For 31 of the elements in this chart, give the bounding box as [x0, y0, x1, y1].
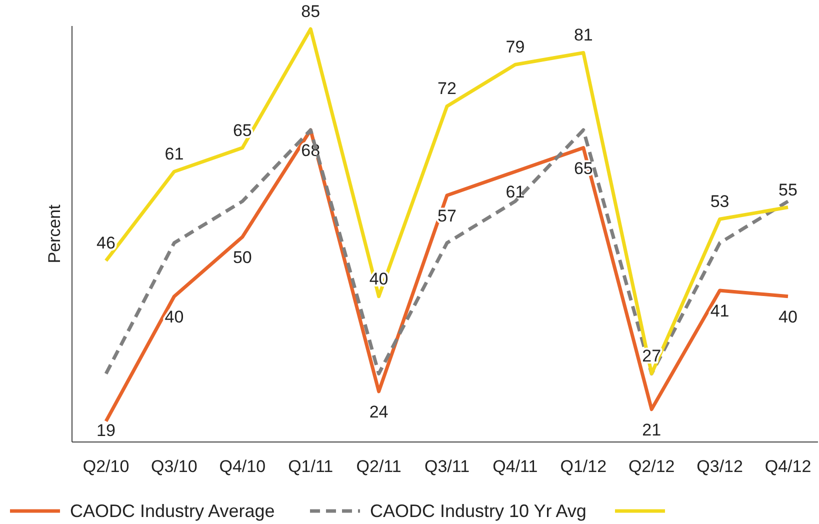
data-label: 41	[710, 301, 730, 320]
data-label: 24	[369, 402, 388, 422]
x-tick-label: Q2/12	[628, 457, 675, 476]
data-label: 40	[778, 307, 798, 326]
data-label: 19	[96, 421, 116, 440]
y-axis-title: Percent	[45, 204, 64, 264]
legend-label: CAODC Industry Average	[70, 501, 275, 521]
data-label: 50	[232, 248, 252, 267]
x-tick-label: Q2/11	[356, 457, 402, 476]
data-label: 65	[232, 120, 252, 140]
data-label: 79	[506, 38, 525, 57]
x-tick-label: Q4/11	[492, 457, 538, 476]
legend-label: CAODC Industry 10 Yr Avg	[370, 501, 586, 521]
data-label: 61	[506, 182, 525, 202]
data-label: 85	[301, 2, 320, 21]
x-tick-label: Q4/12	[764, 457, 812, 476]
x-tick-label: Q1/12	[560, 457, 607, 476]
x-tick-label: Q3/10	[151, 457, 198, 476]
x-tick-label: Q4/10	[219, 457, 266, 476]
x-tick-label: Q1/11	[288, 457, 334, 476]
data-label: 61	[164, 144, 184, 164]
data-label: 46	[96, 234, 116, 253]
data-label: 81	[574, 26, 593, 45]
data-label: 55	[778, 180, 798, 200]
x-tick-label: Q2/10	[82, 457, 130, 476]
data-label: 21	[642, 420, 662, 440]
x-tick-label: Q3/12	[696, 457, 743, 476]
data-label: 72	[438, 79, 456, 98]
x-tick-label: Q3/11	[424, 457, 470, 476]
data-label: 40	[164, 307, 184, 326]
data-label: 53	[710, 192, 730, 212]
